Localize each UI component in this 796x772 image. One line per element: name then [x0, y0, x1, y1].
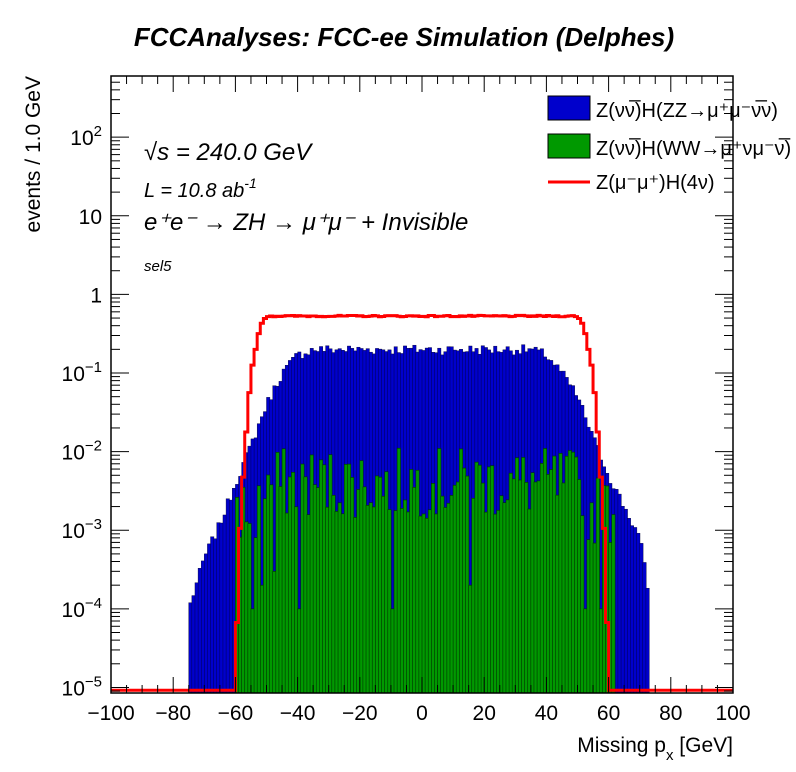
x-tick-label: −80	[155, 702, 191, 725]
y-tick-label: 10	[79, 206, 102, 229]
series-zz-bar	[194, 582, 199, 694]
y-tick-label: 10−2	[62, 438, 102, 465]
series-ww-bar	[611, 514, 616, 694]
series-ww-bars	[235, 447, 616, 694]
series-zz-bar	[225, 498, 230, 694]
series-zz-bar	[222, 514, 227, 694]
x-tick-label: 80	[659, 702, 682, 725]
y-tick-label: 10−1	[62, 359, 102, 386]
series-zz-bar	[219, 522, 224, 694]
annotation-process: e⁺e⁻ → ZH → μ⁺μ⁻ + Invisible	[144, 209, 468, 236]
x-tick-label: −20	[342, 702, 378, 725]
series-zz-bar	[639, 543, 644, 694]
annotation-lumi: L = 10.8 ab-1	[144, 175, 257, 202]
x-tick-label: −60	[218, 702, 254, 725]
series-zz-bar	[623, 508, 628, 694]
series-4nu-line	[111, 313, 733, 692]
series-zz-bar	[188, 602, 193, 694]
y-axis-label: events / 1.0 GeV	[22, 76, 45, 232]
series-zz-bar	[216, 522, 221, 694]
y-tick-label: 10−4	[62, 595, 102, 622]
y-tick-label: 102	[70, 123, 102, 150]
legend-swatch-zz	[547, 95, 591, 121]
x-tick-label: 20	[473, 702, 496, 725]
x-tick-label: 100	[715, 702, 750, 725]
series-zz-bar	[645, 587, 650, 694]
series-zz-bar	[630, 525, 634, 694]
y-tick-label: 10−3	[62, 516, 102, 543]
legend-label-zz: Z(νν̅)H(ZZ→μ⁺μ⁻ν̅ν)	[596, 99, 778, 122]
x-tick-label: 40	[535, 702, 558, 725]
y-tick-label: 10−5	[62, 673, 102, 700]
series-zz-bar	[197, 568, 202, 694]
series-zz-bar	[627, 518, 631, 694]
chart-title: FCCAnalyses: FCC-ee Simulation (Delphes)	[134, 22, 674, 52]
series-zz-bar	[642, 562, 647, 694]
series-zz-bar	[210, 536, 215, 694]
x-tick-label: −100	[87, 702, 134, 725]
annotation-sqrt-s: √s = 240.0 GeV	[144, 139, 313, 166]
x-tick-label: 60	[597, 702, 620, 725]
legend-swatch-ww	[547, 133, 591, 159]
series-zz-bar	[191, 595, 196, 694]
series-zz-bar	[204, 553, 208, 694]
x-tick-label: 0	[416, 702, 428, 725]
legend: Z(νν̅)H(ZZ→μ⁺μ⁻ν̅ν) Z(νν̅)H(WW→μ⁺νμ⁻ν̅) …	[547, 95, 791, 194]
series-zz-bar	[228, 499, 233, 694]
legend-label-4nu: Z(μ⁻μ⁺)H(4ν)	[596, 172, 715, 194]
x-axis: −100 −80 −60 −40 −20 0 20 40 60 80 100	[87, 76, 751, 725]
legend-label-ww: Z(νν̅)H(WW→μ⁺νμ⁻ν̅)	[596, 137, 791, 160]
y-tick-label: 1	[90, 284, 102, 307]
x-tick-label: −40	[280, 702, 316, 725]
series-zz-bar	[633, 527, 638, 694]
series-zz-bar	[213, 538, 218, 694]
series-zz-bar	[620, 506, 625, 694]
y-axis: 102 10 1 10−1 10−2 10−3 10−4 10−5	[62, 75, 733, 700]
series-zz-bar	[200, 560, 205, 694]
series-zz-bar	[636, 533, 641, 694]
series-zz-bar	[207, 543, 212, 694]
x-axis-label: Missing px [GeV]	[577, 734, 733, 764]
series-zz-bar	[617, 493, 622, 694]
annotation-selection: sel5	[144, 258, 172, 275]
